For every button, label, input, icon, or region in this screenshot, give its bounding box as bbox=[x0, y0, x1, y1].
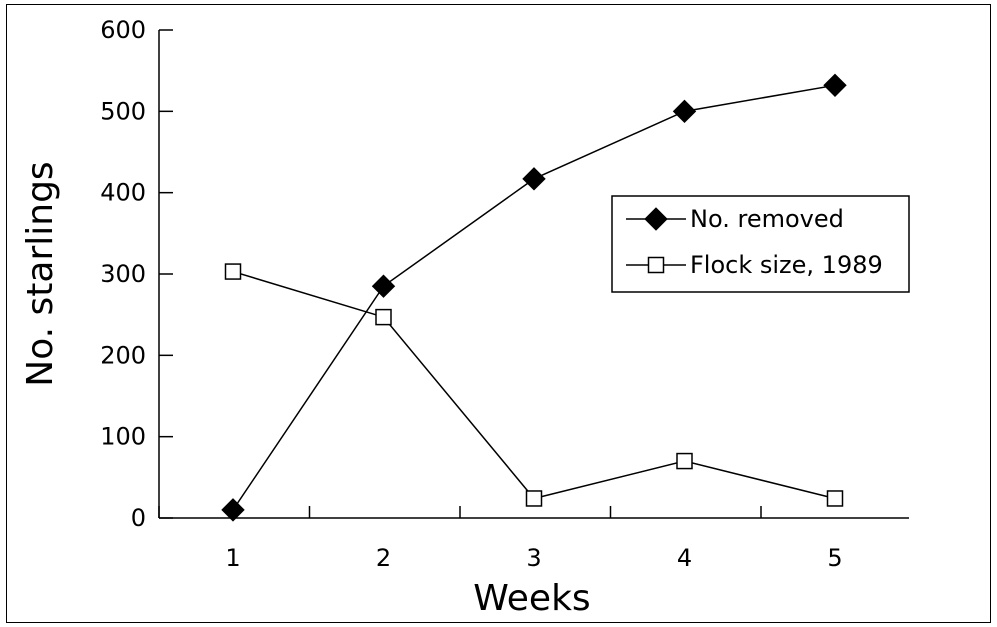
y-tick-label: 500 bbox=[100, 97, 146, 125]
series-layer bbox=[221, 73, 847, 522]
chart-frame bbox=[6, 4, 991, 623]
x-tick-label: 3 bbox=[526, 544, 541, 572]
y-tick-label: 200 bbox=[100, 341, 146, 369]
x-tick-label: 2 bbox=[376, 544, 391, 572]
legend-box bbox=[611, 195, 910, 293]
y-tick-label: 400 bbox=[100, 179, 146, 207]
y-tick-label: 100 bbox=[100, 423, 146, 451]
y-tick-label: 600 bbox=[100, 16, 146, 44]
series-no-removed bbox=[221, 73, 847, 522]
legend-entry-no-removed: No. removed bbox=[626, 205, 844, 233]
data-point-diamond bbox=[371, 274, 396, 298]
data-point-square bbox=[375, 308, 392, 326]
legend: No. removed Flock size, 1989 bbox=[611, 195, 910, 293]
legend-entry-flock-size: Flock size, 1989 bbox=[626, 251, 883, 279]
legend-label: No. removed bbox=[690, 205, 844, 233]
legend-marker-diamond bbox=[644, 207, 668, 231]
data-point-square bbox=[826, 490, 844, 507]
data-point-diamond bbox=[221, 498, 245, 522]
data-point-diamond bbox=[823, 73, 847, 98]
data-point-square bbox=[525, 490, 543, 507]
data-point-diamond bbox=[672, 99, 697, 124]
legend-marker-square bbox=[647, 256, 665, 274]
x-tick-label: 1 bbox=[225, 544, 240, 572]
series-line bbox=[232, 84, 836, 511]
data-point-diamond bbox=[522, 167, 546, 191]
x-tick-label: 5 bbox=[827, 544, 842, 572]
y-tick-label: 0 bbox=[131, 504, 146, 532]
legend-label: Flock size, 1989 bbox=[690, 251, 883, 279]
x-axis-ticks: 1 2 3 4 5 bbox=[158, 506, 843, 572]
y-axis-title: No. starlings bbox=[20, 161, 61, 386]
y-axis-ticks: 0 100 200 300 400 500 600 bbox=[100, 16, 173, 532]
series-line bbox=[232, 270, 836, 500]
data-point-square bbox=[676, 452, 693, 470]
data-point-square bbox=[224, 263, 242, 280]
x-axis-title: Weeks bbox=[473, 578, 590, 619]
series-flock-size bbox=[224, 263, 844, 507]
y-tick-label: 300 bbox=[100, 260, 146, 288]
x-tick-label: 4 bbox=[677, 544, 692, 572]
